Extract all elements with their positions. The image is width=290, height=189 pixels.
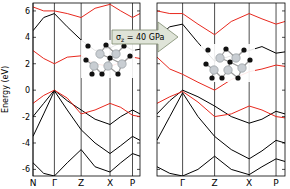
- plot-frame: [33, 3, 140, 176]
- arrow-label-text: = 40 GPa: [124, 33, 164, 42]
- y-tick: [282, 169, 285, 170]
- x-tick-label: N: [30, 178, 37, 188]
- band-line: [33, 150, 140, 176]
- x-grid-line: [276, 3, 277, 176]
- x-grid-line: [110, 3, 111, 176]
- band-line: [33, 91, 140, 154]
- y-tick: [157, 90, 160, 91]
- atom: [210, 66, 218, 74]
- atom: [227, 59, 232, 64]
- y-tick: [157, 116, 160, 117]
- structure-inset: [81, 40, 135, 78]
- x-grid-line: [249, 3, 250, 176]
- band-line: [33, 4, 140, 17]
- band-line: [33, 90, 140, 124]
- y-tick: [33, 142, 36, 143]
- atom: [115, 71, 120, 76]
- atom: [107, 55, 112, 60]
- atom: [219, 75, 224, 80]
- y-tick-label: -2: [22, 113, 30, 122]
- x-grid-line: [54, 3, 55, 176]
- atom: [247, 57, 252, 62]
- y-tick-label: 4: [25, 33, 30, 42]
- atom: [232, 54, 240, 62]
- atom: [89, 71, 94, 76]
- y-tick: [33, 10, 36, 11]
- y-tick: [137, 10, 140, 11]
- atom: [90, 62, 98, 70]
- atom: [99, 71, 104, 76]
- y-tick: [33, 37, 36, 38]
- x-tick-label: Z: [212, 178, 218, 188]
- x-tick-label: Γ: [180, 178, 185, 188]
- figure: N Γ Z X P -6 -4 -2 0 2 4 6 Energy (eV) Γ Z X Pσz = 40 GP…: [0, 0, 290, 189]
- x-tick-label: Z: [78, 178, 84, 188]
- atom: [118, 60, 126, 68]
- x-grid-line: [182, 3, 183, 176]
- y-tick-label: -4: [22, 139, 30, 148]
- atom: [216, 54, 224, 62]
- y-tick: [282, 37, 285, 38]
- inset-background: [201, 44, 255, 82]
- atom: [241, 47, 246, 52]
- arrow-shape: [112, 22, 178, 52]
- x-tick-label: X: [246, 178, 252, 188]
- atom: [127, 53, 132, 58]
- y-tick-label: 0: [25, 86, 30, 95]
- atom: [96, 50, 104, 58]
- x-tick-label: Γ: [52, 178, 57, 188]
- atom: [235, 75, 240, 80]
- atom: [238, 64, 246, 72]
- y-tick: [157, 142, 160, 143]
- y-tick: [137, 169, 140, 170]
- y-tick: [282, 116, 285, 117]
- atom: [209, 75, 214, 80]
- arrow-label: σz = 40 GPa: [116, 33, 164, 43]
- band-line: [157, 11, 285, 35]
- x-tick-label: X: [107, 178, 113, 188]
- x-tick-label: P: [273, 178, 279, 188]
- atom: [83, 57, 88, 62]
- y-tick: [282, 90, 285, 91]
- y-tick-label: 2: [25, 60, 30, 69]
- y-tick: [282, 63, 285, 64]
- pressure-arrow: σz = 40 GPa: [112, 22, 178, 52]
- inset-background: [81, 40, 135, 78]
- atom: [112, 50, 120, 58]
- y-tick: [137, 142, 140, 143]
- y-axis-label: Energy (eV): [1, 66, 10, 113]
- atom: [205, 47, 210, 52]
- y-tick: [33, 169, 36, 170]
- atom: [85, 43, 90, 48]
- plot-frame: [157, 3, 285, 176]
- band-line: [157, 90, 285, 123]
- y-tick: [157, 63, 160, 64]
- atom: [203, 61, 208, 66]
- y-tick-label: 6: [25, 7, 30, 16]
- y-tick: [137, 63, 140, 64]
- atom: [223, 46, 228, 51]
- y-tick-label: -6: [22, 165, 30, 174]
- y-tick: [282, 10, 285, 11]
- band-line: [157, 93, 285, 159]
- y-tick: [157, 169, 160, 170]
- atom: [104, 62, 112, 70]
- band-line: [157, 156, 285, 176]
- panel: ΓZXP: [157, 3, 285, 188]
- y-tick: [33, 90, 36, 91]
- x-tick-label: P: [130, 178, 136, 188]
- atom: [103, 42, 108, 47]
- x-grid-line: [132, 3, 133, 176]
- y-tick: [33, 63, 36, 64]
- y-tick: [137, 90, 140, 91]
- structure-inset: [201, 44, 255, 82]
- atom: [224, 66, 232, 74]
